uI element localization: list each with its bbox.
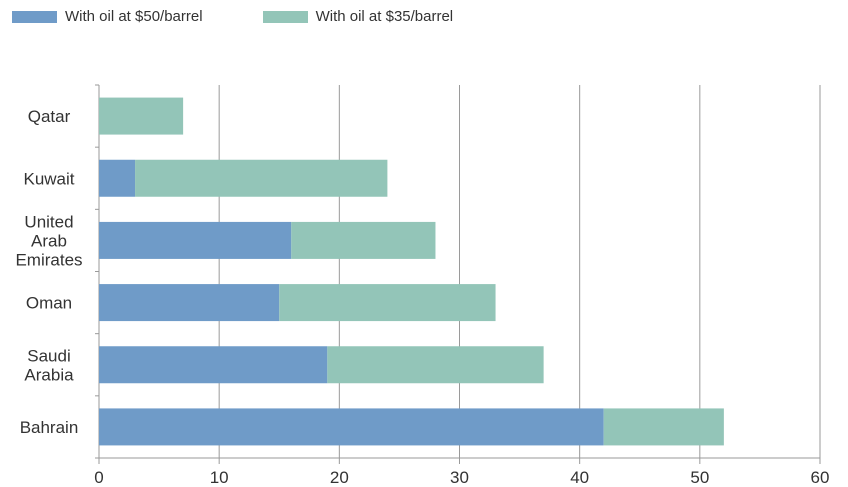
category-label: Saudi Arabia <box>24 346 74 384</box>
category-label-line: Oman <box>26 294 72 313</box>
category-label-line: Kuwait <box>23 169 74 188</box>
legend-label-35: With oil at $35/barrel <box>315 8 454 25</box>
category-label: United Arab Emirates <box>15 212 82 269</box>
bar-50 <box>99 408 604 446</box>
category-label-line: United <box>24 212 73 231</box>
bar-50 <box>99 346 328 384</box>
legend: With oil at $50/barrel With oil at $35/b… <box>12 8 513 25</box>
x-tick-label: 60 <box>811 468 830 487</box>
x-tick-label: 20 <box>330 468 349 487</box>
bar-50 <box>99 284 280 322</box>
bar-35 <box>603 408 724 446</box>
category-label-line: Emirates <box>15 250 82 269</box>
x-tick-label: 40 <box>570 468 589 487</box>
category-label-line: Saudi <box>27 346 70 365</box>
bar-35 <box>99 97 184 135</box>
bar-35 <box>135 159 388 197</box>
x-tick-label: 30 <box>450 468 469 487</box>
legend-swatch-50 <box>12 10 57 23</box>
category-label: Oman <box>26 294 72 313</box>
category-label-line: Arabia <box>24 365 74 384</box>
category-label: Kuwait <box>23 169 74 188</box>
legend-item-35: With oil at $35/barrel <box>262 8 454 25</box>
x-tick-label: 50 <box>690 468 709 487</box>
legend-swatch-35 <box>262 10 308 23</box>
legend-label-50: With oil at $50/barrel <box>65 8 203 25</box>
legend-item-50: With oil at $50/barrel <box>12 8 203 25</box>
category-label: Bahrain <box>20 418 79 437</box>
category-label-line: Qatar <box>28 107 71 126</box>
category-label: Qatar <box>28 107 71 126</box>
bar-50 <box>99 159 136 197</box>
category-label-line: Arab <box>31 231 67 250</box>
category-label-line: Bahrain <box>20 418 79 437</box>
bar-35 <box>291 221 436 259</box>
x-tick-label: 0 <box>94 468 103 487</box>
x-tick-label: 10 <box>210 468 229 487</box>
bar-50 <box>99 221 292 259</box>
bar-35 <box>327 346 544 384</box>
bar-35 <box>279 284 496 322</box>
